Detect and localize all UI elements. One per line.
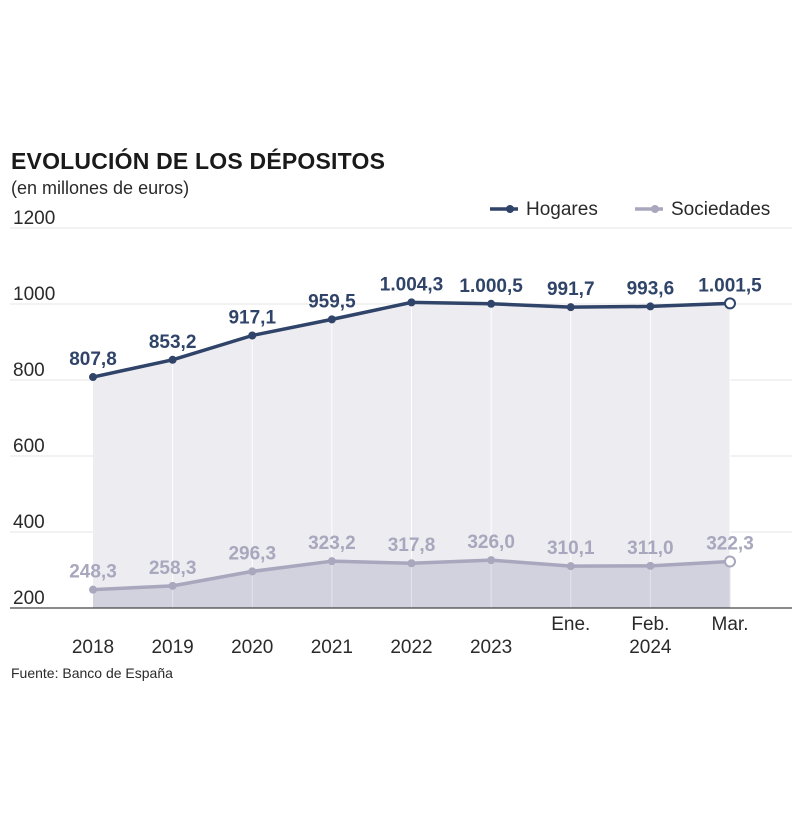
data-point-hogares — [89, 373, 97, 382]
data-label-hogares: 959,5 — [308, 291, 356, 312]
x-tick-label: Ene. — [551, 614, 590, 635]
legend-marker — [651, 205, 659, 213]
axes: 200 400 600 800 1000 1200 2018 2019 2020 2021 2022… — [10, 208, 792, 658]
legend: Hogares Sociedades — [490, 199, 770, 220]
data-label-sociedades: 311,0 — [627, 538, 674, 559]
data-point-hogares — [248, 331, 257, 340]
data-point-hogares — [168, 355, 177, 364]
data-point-sociedades — [248, 567, 257, 576]
area-fills — [93, 302, 731, 608]
x-tick-label: 2019 — [151, 637, 193, 658]
data-label-sociedades: 322,3 — [706, 534, 754, 555]
y-tick-label: 1000 — [13, 284, 55, 305]
data-label-hogares: 853,2 — [149, 332, 197, 353]
data-point-sociedades — [407, 559, 416, 568]
data-label-sociedades: 317,8 — [388, 535, 436, 556]
y-tick-label: 600 — [13, 436, 45, 457]
data-point-sociedades — [566, 562, 575, 571]
data-point-hogares — [566, 303, 575, 312]
data-label-hogares: 993,6 — [627, 278, 675, 299]
data-label-hogares: 1.001,5 — [698, 275, 762, 296]
data-label-hogares: 807,8 — [69, 349, 117, 370]
legend-label: Sociedades — [671, 199, 770, 220]
chart-subtitle: (en millones de euros) — [11, 178, 190, 198]
x-tick-label: 2023 — [470, 637, 512, 658]
line-chart: 807,8 853,2 917,1 959,5 1.004,3 1.000,5 991,7 9… — [10, 199, 792, 658]
x-tick-label: 2021 — [311, 637, 353, 658]
data-point-sociedades — [327, 557, 336, 566]
source-note: Fuente: Banco de España — [11, 665, 173, 681]
data-point-hogares — [646, 302, 655, 311]
data-point-sociedades — [487, 556, 496, 565]
data-point-hogares — [724, 297, 736, 310]
x-tick-label: Feb. — [631, 614, 669, 635]
legend-label: Hogares — [526, 199, 598, 220]
data-point-sociedades — [646, 561, 655, 570]
data-points — [89, 297, 736, 594]
chart-title: EVOLUCIÓN DE LOS DÉPOSITOS — [11, 148, 386, 174]
data-label-sociedades: 248,3 — [69, 562, 117, 583]
data-label-hogares: 991,7 — [547, 279, 595, 300]
y-tick-label: 800 — [13, 360, 45, 381]
data-point-hogares — [407, 298, 416, 307]
x-tick-label: 2020 — [231, 637, 273, 658]
y-tick-label: 200 — [13, 588, 45, 609]
data-label-sociedades: 323,2 — [308, 533, 356, 554]
y-tick-label: 400 — [13, 512, 45, 533]
x-group-label: 2024 — [629, 637, 672, 658]
data-label-sociedades: 258,3 — [149, 558, 197, 579]
data-labels: 807,8 853,2 917,1 959,5 1.004,3 1.000,5 991,7 9… — [69, 274, 762, 582]
data-label-hogares: 1.004,3 — [380, 274, 443, 295]
data-label-sociedades: 310,1 — [547, 538, 595, 559]
data-point-sociedades — [724, 555, 736, 568]
data-label-sociedades: 296,3 — [228, 543, 276, 564]
x-tick-label: Mar. — [712, 614, 749, 635]
data-point-sociedades — [168, 581, 177, 590]
data-point-sociedades — [89, 585, 97, 594]
data-label-sociedades: 326,0 — [467, 532, 515, 553]
data-point-hogares — [487, 299, 496, 308]
data-label-hogares: 917,1 — [228, 308, 276, 329]
y-tick-label: 1200 — [13, 208, 55, 229]
data-label-hogares: 1.000,5 — [459, 276, 523, 297]
legend-marker — [506, 205, 514, 213]
data-point-hogares — [327, 315, 336, 324]
x-tick-label: 2022 — [390, 637, 432, 658]
x-tick-label: 2018 — [72, 637, 114, 658]
